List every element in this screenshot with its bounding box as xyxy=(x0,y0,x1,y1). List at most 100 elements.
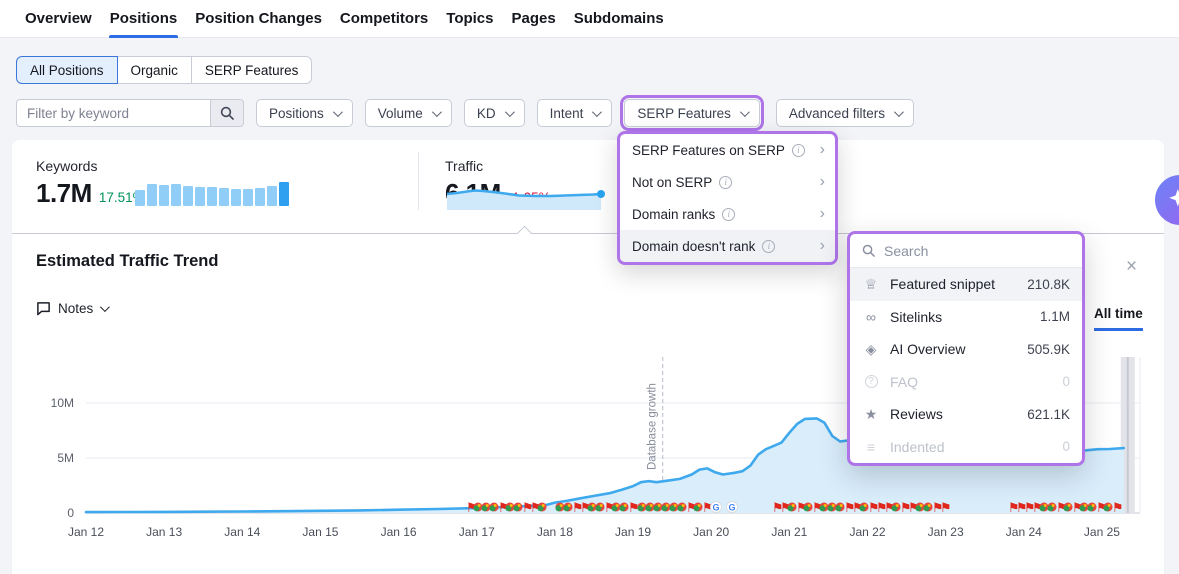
nav-item-competitors[interactable]: Competitors xyxy=(339,10,429,27)
svg-text:10M: 10M xyxy=(51,396,74,410)
submenu-item-label: FAQ xyxy=(890,373,919,390)
stats-vertical-divider xyxy=(418,152,419,210)
submenu-item-sitelinks[interactable]: ∞ Sitelinks 1.1M xyxy=(850,301,1082,334)
chevron-down-icon xyxy=(504,106,515,117)
question-glyph: ? xyxy=(864,375,878,389)
keyword-filter-input[interactable] xyxy=(16,99,211,127)
filter-dropdown-positions[interactable]: Positions xyxy=(256,99,353,127)
svg-text:⚑: ⚑ xyxy=(628,501,640,516)
menu-item-domain-ranks[interactable]: Domain ranks i › xyxy=(620,198,835,230)
filter-dropdown-label: SERP Features xyxy=(637,105,731,121)
featured-snippet-icon: ♕ xyxy=(864,275,878,292)
svg-text:⚑: ⚑ xyxy=(852,501,864,516)
svg-text:Jan 15: Jan 15 xyxy=(302,525,338,539)
svg-text:Jan 24: Jan 24 xyxy=(1006,525,1042,539)
submenu-rows: ♕ Featured snippet 210.8K ∞ Sitelinks 1.1M ◈ AI… xyxy=(850,268,1082,463)
keyword-search-button[interactable] xyxy=(211,99,244,127)
svg-text:⚑: ⚑ xyxy=(1032,501,1044,516)
submenu-item-reviews[interactable]: ★ Reviews 621.1K xyxy=(850,398,1082,431)
keywords-bar xyxy=(255,188,265,206)
submenu-item-count: 0 xyxy=(1062,374,1070,390)
keywords-count: 1.7M xyxy=(36,178,92,208)
menu-item-not-on-serp[interactable]: Not on SERP i › xyxy=(620,166,835,198)
svg-text:Jan 20: Jan 20 xyxy=(693,525,729,539)
nav-item-topics[interactable]: Topics xyxy=(446,10,494,27)
submenu-item-label: Featured snippet xyxy=(890,276,996,293)
svg-text:⚑: ⚑ xyxy=(1072,501,1084,516)
svg-text:⚑: ⚑ xyxy=(1016,501,1028,516)
notes-label: Notes xyxy=(58,301,94,316)
notes-toggle[interactable]: Notes xyxy=(36,301,111,316)
svg-text:⚑: ⚑ xyxy=(876,501,888,516)
svg-text:⚑: ⚑ xyxy=(530,501,542,516)
filter-dropdown-volume[interactable]: Volume xyxy=(364,99,452,127)
svg-text:⚑: ⚑ xyxy=(932,501,944,516)
keywords-change: 17.51% xyxy=(98,190,145,205)
svg-text:5M: 5M xyxy=(57,451,74,465)
info-icon: i xyxy=(722,207,736,221)
notes-icon xyxy=(37,302,50,316)
filter-dropdown-serp-features[interactable]: SERP Features xyxy=(624,99,760,127)
menu-item-label: SERP Features on SERP xyxy=(632,142,785,158)
submenu-item-label: Reviews xyxy=(890,406,943,423)
nav-item-overview[interactable]: Overview xyxy=(25,10,92,27)
filter-dropdown-intent[interactable]: Intent xyxy=(536,99,613,127)
submenu-item-label: Indented xyxy=(890,438,945,455)
faq-icon: ? xyxy=(862,375,880,389)
tab-organic[interactable]: Organic xyxy=(117,56,192,84)
filter-dropdowns: Positions Volume KD Intent SERP Features Adva… xyxy=(244,95,914,131)
svg-text:⚑: ⚑ xyxy=(702,501,714,516)
keywords-bar xyxy=(207,187,217,206)
nav-item-positions[interactable]: Positions xyxy=(101,0,187,38)
submenu-item-label: Sitelinks xyxy=(890,308,943,325)
info-icon: i xyxy=(762,239,776,253)
svg-text:Jan 19: Jan 19 xyxy=(615,525,651,539)
svg-text:⚑: ⚑ xyxy=(772,501,784,516)
svg-text:⚑: ⚑ xyxy=(1024,501,1036,516)
close-icon[interactable]: × xyxy=(1126,256,1138,277)
info-icon: i xyxy=(791,143,805,157)
submenu-item-count: 210.8K xyxy=(1027,276,1070,292)
menu-item-serp-features-on-serp[interactable]: SERP Features on SERP i › xyxy=(620,134,835,166)
keywords-bar xyxy=(219,188,229,206)
reviews-icon: ★ xyxy=(864,405,878,422)
svg-text:⚑: ⚑ xyxy=(604,501,616,516)
submenu-item-ai-overview[interactable]: ◈ AI Overview 505.9K xyxy=(850,333,1082,366)
primary-nav: Overview Positions Position Changes Competi… xyxy=(0,0,1179,38)
chevron-down-icon xyxy=(893,106,904,117)
submenu-item-featured-snippet[interactable]: ♕ Featured snippet 210.8K xyxy=(850,268,1082,301)
chevron-right-icon: › xyxy=(819,205,825,222)
info-icon: i xyxy=(719,175,733,189)
filter-dropdown-kd[interactable]: KD xyxy=(463,99,525,127)
submenu-item-count: 621.1K xyxy=(1027,406,1070,422)
keywords-bar xyxy=(147,184,157,206)
keywords-bar xyxy=(231,189,241,206)
svg-text:⚑: ⚑ xyxy=(796,501,808,516)
stats-divider xyxy=(12,233,1164,234)
nav-item-pages[interactable]: Pages xyxy=(511,10,556,27)
svg-text:⚑: ⚑ xyxy=(780,501,792,516)
svg-text:⚑: ⚑ xyxy=(1056,501,1068,516)
svg-text:⚑: ⚑ xyxy=(884,501,896,516)
ai-overview-icon: ◈ xyxy=(865,340,877,357)
filter-dropdown-advanced-filters[interactable]: Advanced filters xyxy=(775,99,914,127)
svg-text:Jan 21: Jan 21 xyxy=(771,525,807,539)
menu-item-label: Domain ranks xyxy=(632,206,716,222)
filter-bar: Positions Volume KD Intent SERP Features Adva… xyxy=(16,95,914,131)
svg-text:Jan 13: Jan 13 xyxy=(146,525,182,539)
tab-all-positions[interactable]: All Positions xyxy=(16,56,118,84)
chevron-right-icon: › xyxy=(819,237,825,254)
nav-item-subdomains[interactable]: Subdomains xyxy=(573,10,664,27)
svg-text:⚑: ⚑ xyxy=(1112,501,1124,516)
submenu-search-input[interactable] xyxy=(884,242,1044,259)
menu-item-domain-doesn-t-rank[interactable]: Domain doesn't rank i › xyxy=(620,230,835,262)
svg-text:⚑: ⚑ xyxy=(580,501,592,516)
svg-text:⚑: ⚑ xyxy=(900,501,912,516)
menu-item-label: Domain doesn't rank xyxy=(632,238,756,254)
svg-text:Jan 25: Jan 25 xyxy=(1084,525,1120,539)
tab-serp-features[interactable]: SERP Features xyxy=(191,56,313,84)
annotation-highlight-box: SERP Features xyxy=(620,95,764,131)
nav-item-position-changes[interactable]: Position Changes xyxy=(195,10,322,27)
submenu-item-label: AI Overview xyxy=(890,341,966,358)
range-tab-all-time[interactable]: All time xyxy=(1094,306,1143,331)
